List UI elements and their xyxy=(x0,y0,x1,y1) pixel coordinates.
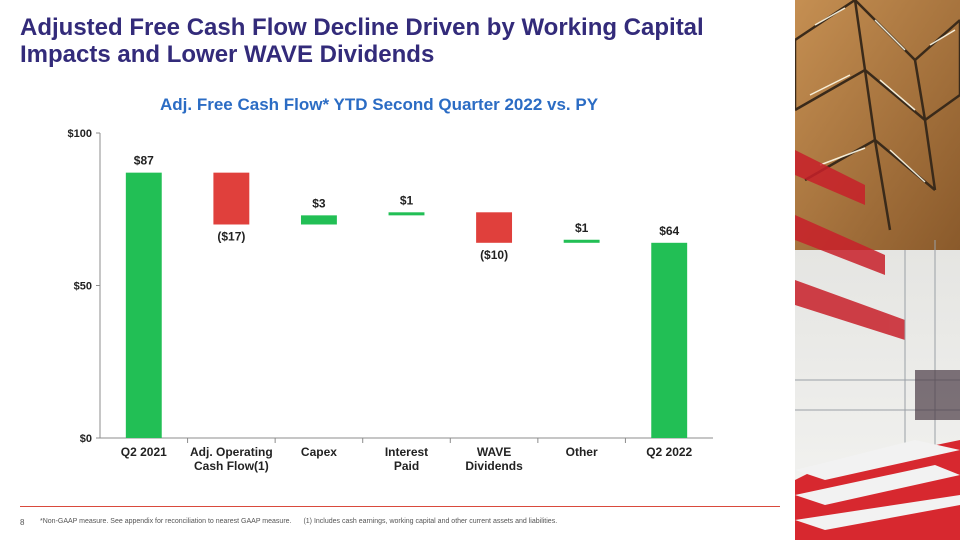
data-label-3: $3 xyxy=(312,196,326,210)
x-tick-label: Dividends xyxy=(465,459,523,473)
x-tick-label: Capex xyxy=(301,445,337,459)
x-tick-label: Other xyxy=(566,445,598,459)
y-tick-label: $100 xyxy=(68,128,92,140)
bar-7 xyxy=(651,242,688,438)
footnote-nongaap: *Non-GAAP measure. See appendix for reco… xyxy=(40,518,292,525)
data-label-4: $1 xyxy=(400,193,414,207)
page-number: 8 xyxy=(20,518,25,527)
y-tick-label: $0 xyxy=(80,433,92,445)
chart-title: Adj. Free Cash Flow* YTD Second Quarter … xyxy=(160,95,599,114)
data-label-2: ($17) xyxy=(217,230,245,244)
x-tick-label: Interest xyxy=(385,445,428,459)
x-tick-label: Paid xyxy=(394,459,419,473)
atrium-photo xyxy=(795,0,960,540)
bar-4 xyxy=(388,212,425,216)
slide-title: Adjusted Free Cash Flow Decline Driven b… xyxy=(20,14,704,68)
bar-3 xyxy=(300,215,337,225)
footnotes: *Non-GAAP measure. See appendix for reco… xyxy=(40,518,557,525)
bar-2 xyxy=(213,172,250,225)
data-label-1: $87 xyxy=(134,154,154,168)
bar-5 xyxy=(476,212,513,243)
x-tick-label: WAVE xyxy=(477,445,511,459)
footer-rule xyxy=(20,506,780,507)
x-tick-label: Adj. Operating xyxy=(190,445,273,459)
bar-1 xyxy=(125,172,162,438)
data-label-5: ($10) xyxy=(480,248,508,262)
data-label-6: $1 xyxy=(575,221,589,235)
data-label-7: $64 xyxy=(659,224,679,238)
bar-6 xyxy=(563,239,600,243)
footnote-1: (1) Includes cash earnings, working capi… xyxy=(303,518,558,525)
y-tick-label: $50 xyxy=(74,281,92,293)
x-tick-label: Cash Flow(1) xyxy=(194,459,269,473)
x-tick-label: Q2 2021 xyxy=(121,445,167,459)
x-tick-label: Q2 2022 xyxy=(646,445,692,459)
